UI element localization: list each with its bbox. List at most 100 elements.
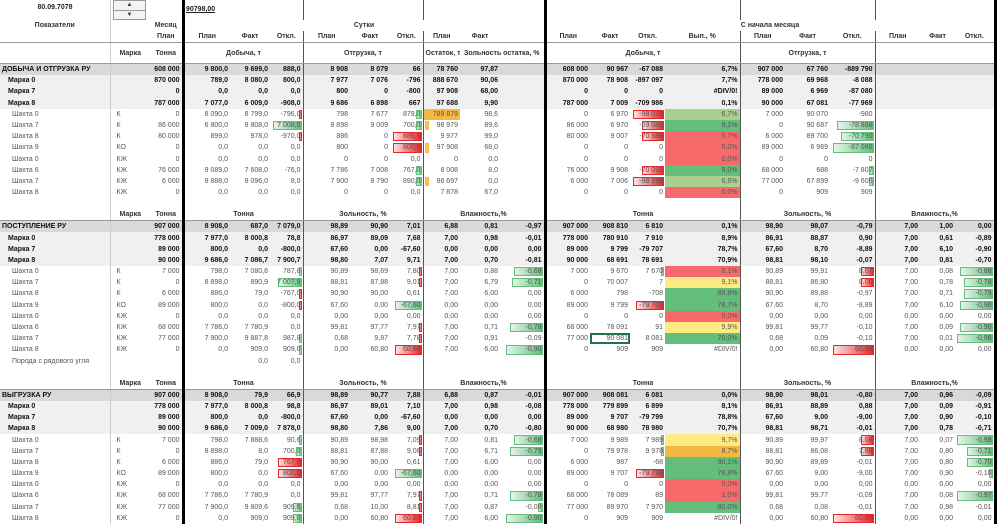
data-cell[interactable]: 8 908,0 bbox=[183, 220, 230, 233]
data-cell[interactable]: 608 000 bbox=[545, 63, 590, 76]
data-cell[interactable]: 69 968 bbox=[785, 75, 830, 87]
data-cell[interactable]: -889 790 bbox=[830, 63, 876, 76]
data-cell[interactable]: 89 bbox=[630, 490, 665, 501]
data-cell[interactable]: 7,00 bbox=[875, 277, 920, 288]
data-cell[interactable]: -0,09 bbox=[955, 389, 997, 401]
data-cell[interactable]: 0,00 bbox=[955, 220, 997, 233]
data-cell[interactable] bbox=[500, 175, 547, 188]
data-cell[interactable] bbox=[920, 187, 955, 198]
data-cell[interactable]: 7 008,0 bbox=[270, 119, 304, 132]
data-cell[interactable]: 7,00 bbox=[423, 322, 460, 333]
data-cell[interactable]: 8 908 bbox=[303, 63, 350, 76]
data-cell[interactable]: 78,8 bbox=[270, 232, 304, 244]
data-cell[interactable]: 90 000 bbox=[740, 97, 785, 109]
data-cell[interactable] bbox=[500, 142, 547, 154]
data-cell[interactable]: 99,97 bbox=[785, 434, 830, 445]
data-cell[interactable]: -0,79 bbox=[830, 220, 876, 233]
data-cell[interactable]: 0,00 bbox=[350, 479, 390, 490]
data-cell[interactable]: 688 bbox=[785, 165, 830, 176]
marka-cell[interactable]: КЖ bbox=[116, 514, 128, 522]
data-cell[interactable]: 0,87 bbox=[460, 389, 500, 401]
data-cell[interactable]: 98,89 bbox=[303, 220, 350, 233]
data-cell[interactable]: 0 bbox=[150, 108, 185, 120]
data-cell[interactable]: 7,01 bbox=[390, 220, 424, 233]
data-cell[interactable]: -78 868 bbox=[830, 119, 876, 132]
data-cell[interactable]: 0,90 bbox=[920, 412, 955, 424]
data-cell[interactable]: 0,71 bbox=[460, 490, 500, 501]
data-cell[interactable]: 79,0 bbox=[230, 288, 270, 299]
data-cell[interactable]: 0,0 bbox=[230, 356, 270, 367]
data-cell[interactable]: -87 080 bbox=[830, 86, 876, 98]
data-cell[interactable]: 7,00 bbox=[423, 254, 460, 266]
data-cell[interactable]: 0,87 bbox=[460, 502, 500, 513]
data-cell[interactable]: 667 bbox=[390, 97, 424, 109]
conditional-fill-cell[interactable]: 89,8% bbox=[665, 288, 741, 300]
data-cell[interactable]: 0 bbox=[150, 86, 185, 98]
data-cell[interactable]: 0 bbox=[590, 187, 630, 198]
conditional-fill-cell[interactable]: 0,0% bbox=[665, 187, 741, 199]
data-cell[interactable]: 7,00 bbox=[875, 423, 920, 435]
marka-cell[interactable]: КЖ bbox=[116, 155, 128, 163]
data-cell[interactable]: 0,0% bbox=[665, 389, 741, 401]
marka-cell[interactable]: К bbox=[116, 290, 121, 298]
data-cell[interactable]: 0,00 bbox=[740, 513, 785, 524]
data-cell[interactable]: -0,97 bbox=[830, 288, 876, 300]
data-cell[interactable]: -67,60 bbox=[390, 243, 424, 255]
data-cell[interactable] bbox=[545, 356, 590, 367]
data-cell[interactable]: 0 bbox=[740, 187, 785, 198]
data-cell[interactable]: 86,08 bbox=[785, 446, 830, 457]
data-cell[interactable]: -0,80 bbox=[830, 389, 876, 401]
conditional-fill-cell[interactable]: 9,7% bbox=[665, 434, 741, 446]
data-cell[interactable]: 8 090,0 bbox=[183, 109, 230, 120]
data-cell[interactable]: 7 786 bbox=[303, 165, 350, 176]
marka-cell[interactable]: КЖ bbox=[116, 189, 128, 197]
data-cell[interactable]: 9 809,6 bbox=[230, 502, 270, 513]
data-cell[interactable]: 909 bbox=[785, 187, 830, 198]
marka-cell[interactable] bbox=[110, 220, 150, 233]
data-cell[interactable] bbox=[875, 97, 920, 109]
data-cell[interactable] bbox=[875, 176, 920, 187]
data-cell[interactable]: -0,79 bbox=[500, 445, 547, 457]
data-cell[interactable]: 7 bbox=[630, 277, 665, 288]
data-cell[interactable]: 7 080,8 bbox=[230, 266, 270, 277]
data-cell[interactable]: 9 887,8 bbox=[230, 333, 270, 344]
data-cell[interactable]: 7,00 bbox=[423, 277, 460, 288]
data-cell[interactable]: 0,00 bbox=[350, 412, 390, 424]
data-cell[interactable]: 99,81 bbox=[303, 322, 350, 333]
data-cell[interactable]: 98,98 bbox=[350, 434, 390, 445]
data-cell[interactable]: 800 bbox=[303, 142, 350, 153]
data-cell[interactable]: 0,0 bbox=[270, 355, 304, 367]
data-cell[interactable]: 0 bbox=[785, 154, 830, 165]
data-cell[interactable]: 7,00 bbox=[875, 333, 920, 344]
data-cell[interactable]: 0,1% bbox=[665, 97, 741, 109]
data-cell[interactable]: 6 970 bbox=[590, 109, 630, 120]
data-cell[interactable]: -8,89 bbox=[830, 243, 876, 255]
data-cell[interactable]: 6 000 bbox=[740, 131, 785, 142]
data-cell[interactable]: 0 bbox=[350, 187, 390, 198]
data-cell[interactable]: -0,98 bbox=[955, 434, 997, 446]
data-cell[interactable]: 0,00 bbox=[500, 456, 547, 468]
data-cell[interactable]: 8 096,0 bbox=[230, 176, 270, 187]
data-cell[interactable]: 6 898 bbox=[350, 97, 390, 109]
data-cell[interactable]: 90,89 bbox=[303, 434, 350, 445]
data-cell[interactable]: -67,60 bbox=[390, 299, 424, 311]
data-cell[interactable]: 88,87 bbox=[785, 232, 830, 244]
data-cell[interactable]: 78 089 bbox=[590, 490, 630, 501]
data-cell[interactable]: 908 810 bbox=[590, 220, 630, 233]
data-cell[interactable]: 0,0 bbox=[270, 321, 304, 334]
data-cell[interactable]: 9 799 bbox=[590, 300, 630, 311]
marka-cell[interactable] bbox=[110, 254, 150, 266]
data-cell[interactable] bbox=[500, 131, 547, 143]
data-cell[interactable]: 7 970 bbox=[630, 502, 665, 513]
data-cell[interactable]: 6 970 bbox=[590, 120, 630, 131]
data-cell[interactable] bbox=[875, 120, 920, 131]
conditional-fill-cell[interactable]: 8,7% bbox=[665, 445, 741, 457]
data-cell[interactable]: 890,9 bbox=[230, 277, 270, 288]
data-cell[interactable]: 7 786,0 bbox=[183, 322, 230, 333]
data-cell[interactable] bbox=[390, 355, 424, 367]
data-cell[interactable]: 0,68 bbox=[303, 502, 350, 513]
data-cell[interactable]: 7,00 bbox=[875, 266, 920, 277]
data-cell[interactable]: 8,0 bbox=[270, 175, 304, 188]
data-cell[interactable] bbox=[500, 97, 547, 109]
data-cell[interactable]: -9,00 bbox=[830, 412, 876, 424]
